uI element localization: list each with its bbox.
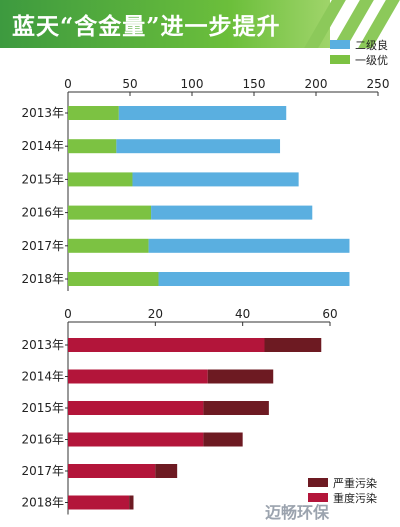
legend-label: 二级良 (355, 38, 388, 52)
x-tick-label: 250 (367, 77, 390, 91)
y-category-label: 2017年 (21, 464, 64, 478)
y-category-label: 2017年 (21, 239, 64, 253)
bar-grade1-excellent (68, 172, 133, 187)
y-category-label: 2014年 (21, 370, 64, 384)
watermark-text: 迈畅环保 (265, 503, 330, 522)
bar-grade2-good (148, 238, 350, 253)
y-category-label: 2015年 (21, 401, 64, 415)
x-tick-label: 200 (305, 77, 328, 91)
title-band (0, 0, 330, 48)
x-tick-label: 100 (181, 77, 204, 91)
bar-heavy-pollution (68, 401, 204, 415)
x-tick-label: 150 (243, 77, 266, 91)
bar-heavy-pollution (68, 432, 204, 447)
bar-heavy-pollution (68, 495, 130, 510)
x-tick-label: 0 (64, 77, 72, 91)
bar-grade1-excellent (68, 106, 119, 120)
bar-grade2-good (151, 205, 313, 220)
bar-severe-pollution (203, 432, 243, 447)
legend-label: 严重污染 (333, 476, 377, 490)
y-category-label: 2018年 (21, 496, 64, 510)
bar-heavy-pollution (68, 338, 265, 352)
title-banner: 蓝天“含金量”进一步提升 (0, 0, 400, 48)
legend-swatch (308, 493, 328, 502)
x-tick-label: 20 (148, 307, 163, 321)
y-category-label: 2016年 (21, 433, 64, 447)
legend-swatch (308, 478, 328, 487)
y-category-label: 2014年 (21, 139, 64, 153)
x-tick-label: 0 (64, 307, 72, 321)
bar-severe-pollution (155, 464, 178, 478)
bar-severe-pollution (207, 369, 274, 384)
bar-grade2-good (116, 139, 281, 154)
legend-label: 一级优 (355, 54, 388, 67)
x-tick-label: 60 (322, 307, 337, 321)
y-category-label: 2016年 (21, 206, 64, 220)
x-tick-label: 40 (235, 307, 250, 321)
x-tick-label: 50 (122, 77, 137, 91)
bar-severe-pollution (203, 401, 269, 415)
bar-severe-pollution (129, 495, 134, 510)
bar-grade2-good (118, 106, 287, 120)
y-category-label: 2015年 (21, 172, 64, 186)
legend-label: 重度污染 (333, 491, 377, 505)
chart-title: 蓝天“含金量”进一步提升 (12, 13, 281, 40)
bar-grade1-excellent (68, 272, 159, 286)
bar-grade1-excellent (68, 139, 117, 154)
bar-grade2-good (158, 272, 350, 286)
y-category-label: 2013年 (21, 338, 64, 352)
bar-severe-pollution (264, 338, 322, 352)
y-category-label: 2018年 (21, 272, 64, 286)
bar-grade1-excellent (68, 238, 149, 253)
legend-swatch (330, 40, 350, 49)
bar-grade2-good (132, 172, 299, 187)
bar-heavy-pollution (68, 369, 208, 384)
y-category-label: 2013年 (21, 106, 64, 120)
legend-swatch (330, 55, 350, 64)
bar-heavy-pollution (68, 464, 156, 478)
bar-grade1-excellent (68, 205, 152, 220)
